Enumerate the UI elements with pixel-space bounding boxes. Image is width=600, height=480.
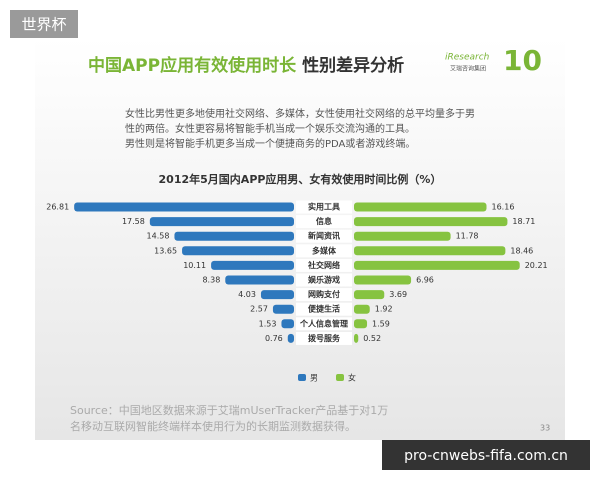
logo-brand: iResearch xyxy=(445,53,490,63)
category-label: 信息 xyxy=(316,216,332,226)
value-label: 1.59 xyxy=(372,319,390,328)
bar xyxy=(260,290,294,300)
category-box xyxy=(296,215,352,229)
legend-swatch xyxy=(298,374,306,381)
summary-line: 女性比男性更多地使用社交网络、多媒体，女性使用社交网络的总平均量多于男 xyxy=(125,107,475,120)
value-label: 20.21 xyxy=(525,261,548,270)
chart: 实用工具 26.81 16.16 信息 17.58 18.71 新闻资讯 14.58 11.78… xyxy=(46,200,548,383)
category-box xyxy=(296,288,352,302)
value-label: 11.78 xyxy=(456,232,479,241)
category-box xyxy=(296,302,352,316)
category-label: 多媒体 xyxy=(312,245,337,255)
page-number: 33 xyxy=(540,424,550,433)
value-label: 0.76 xyxy=(265,334,283,343)
category-label: 新闻资讯 xyxy=(308,231,340,241)
value-label: 13.65 xyxy=(154,246,177,255)
title-rest: 性别差异分析 xyxy=(302,55,404,76)
value-label: 3.69 xyxy=(389,290,407,299)
value-label: 26.81 xyxy=(46,203,69,212)
logo-sub: 艾瑞咨询集团 xyxy=(450,65,486,73)
value-label: 4.03 xyxy=(238,290,256,299)
summary-line: 男性则是将智能手机更多当成一个便捷商务的PDA或者游戏终端。 xyxy=(125,137,415,150)
bar xyxy=(354,304,370,314)
value-label: 10.11 xyxy=(183,261,206,270)
source-line: Source：中国地区数据来源于艾瑞mUserTracker产品基于对1万 xyxy=(70,403,388,417)
value-label: 14.58 xyxy=(147,232,170,241)
category-box xyxy=(296,200,352,214)
value-label: 18.46 xyxy=(510,246,533,255)
category-box xyxy=(296,258,352,272)
legend-swatch xyxy=(336,374,344,381)
category-box xyxy=(296,229,352,243)
category-box xyxy=(296,273,352,287)
value-label: 17.58 xyxy=(122,217,145,226)
summary-line: 性的两倍。女性更容易将智能手机当成一个娱乐交流沟通的工具。 xyxy=(125,122,415,135)
bar xyxy=(272,304,294,314)
bar xyxy=(354,333,359,343)
bar xyxy=(354,202,487,212)
bar xyxy=(354,217,508,227)
value-label: 2.57 xyxy=(250,305,268,314)
tag: 世界杯 xyxy=(21,16,66,34)
bar xyxy=(225,275,294,285)
category-label: 娱乐游戏 xyxy=(308,275,340,285)
value-label: 16.16 xyxy=(492,203,515,212)
bar xyxy=(354,275,412,285)
summary: 女性比男性更多地使用社交网络、多媒体，女性使用社交网络的总平均量多于男性的两倍。… xyxy=(125,107,475,150)
title-highlight: 中国APP应用有效使用时长 xyxy=(88,55,297,76)
source-line: 名移动互联网智能终端样本使用行为的长期监测数据获得。 xyxy=(70,419,356,433)
value-label: 18.71 xyxy=(512,217,535,226)
chart-title: 2012年5月国内APP应用男、女有效使用时间比例（%） xyxy=(159,172,442,186)
bar xyxy=(211,260,294,270)
value-label: 8.38 xyxy=(202,276,220,285)
value-label: 1.92 xyxy=(375,305,393,314)
value-label: 1.53 xyxy=(259,319,277,328)
watermark-box xyxy=(382,440,590,470)
bar xyxy=(354,246,506,256)
value-label: 0.52 xyxy=(363,334,381,343)
category-label: 个人信息管理 xyxy=(299,318,348,328)
bar xyxy=(74,202,295,212)
category-label: 便捷生活 xyxy=(308,304,340,314)
legend-label: 女 xyxy=(348,373,356,383)
watermark: pro-cnwebs-fifa.com.cn xyxy=(404,448,568,464)
bar xyxy=(354,231,451,241)
logo-number: 10 xyxy=(503,44,542,77)
slide-title: 中国APP应用有效使用时长 性别差异分析 xyxy=(88,55,404,76)
bar xyxy=(354,260,520,270)
bar xyxy=(149,217,294,227)
category-label: 网购支付 xyxy=(308,289,340,299)
category-label: 拨号服务 xyxy=(308,333,341,343)
bar xyxy=(354,319,368,329)
bar xyxy=(287,333,294,343)
legend-label: 男 xyxy=(310,374,318,383)
category-box xyxy=(296,244,352,258)
value-label: 6.96 xyxy=(416,276,434,285)
tag-box xyxy=(10,10,78,38)
category-label: 社交网络 xyxy=(307,260,340,270)
category-label: 实用工具 xyxy=(308,202,340,212)
bar xyxy=(174,231,294,241)
bar xyxy=(354,290,385,300)
category-box xyxy=(296,331,352,345)
bar xyxy=(281,319,294,329)
bar xyxy=(182,246,294,256)
category-box xyxy=(296,317,352,331)
